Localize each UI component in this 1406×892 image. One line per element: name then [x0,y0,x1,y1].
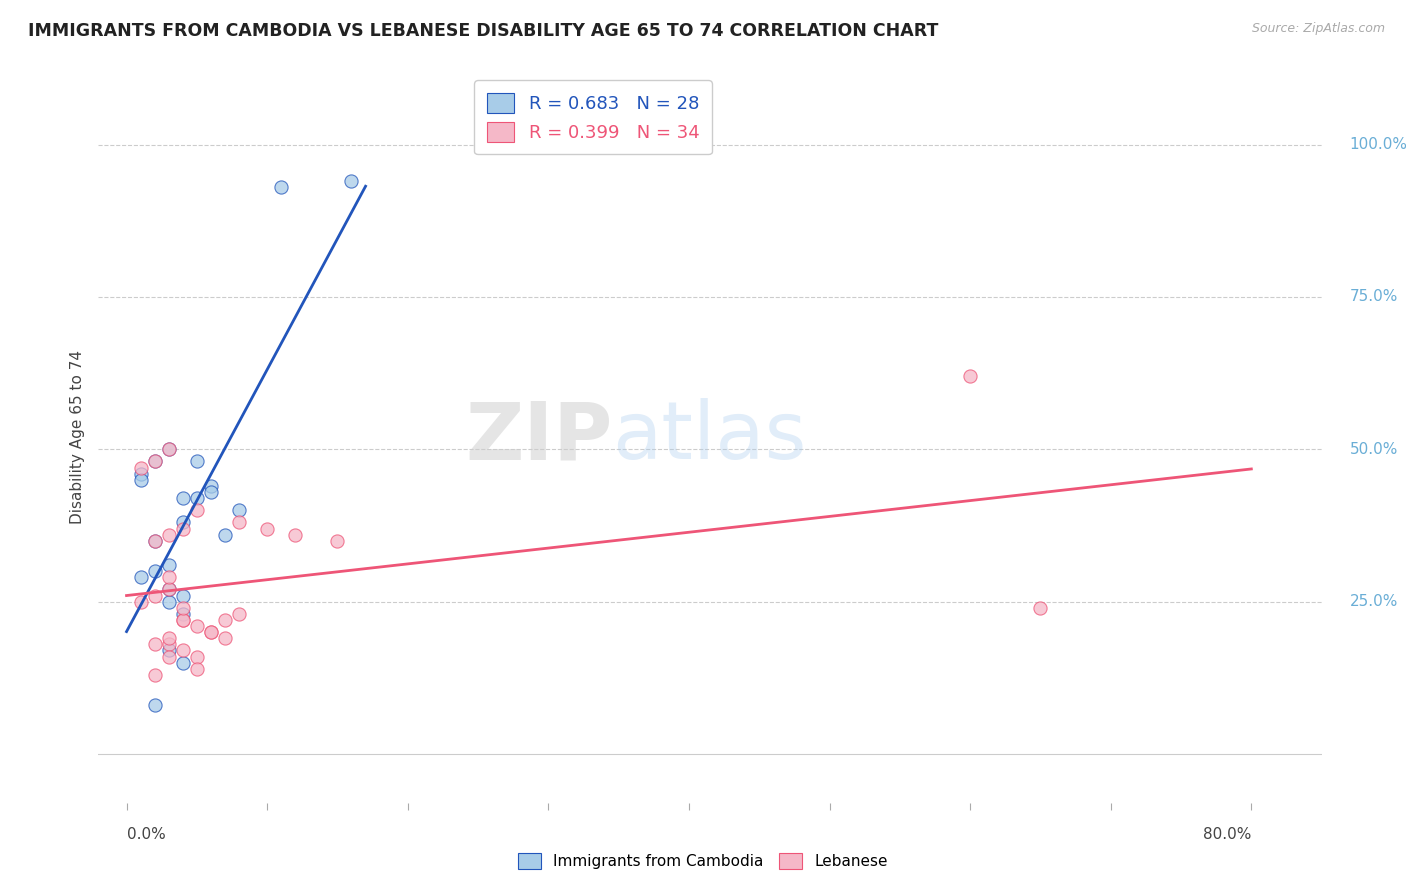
Point [186,503,208,517]
Point [143,533,166,548]
Point [143,667,166,681]
Y-axis label: Disability Age 65 to 74: Disability Age 65 to 74 [70,350,86,524]
Point [172,491,194,505]
Point [143,698,166,713]
Point [143,589,166,603]
Point [200,479,222,493]
Point [157,570,180,584]
Text: Source: ZipAtlas.com: Source: ZipAtlas.com [1251,22,1385,36]
Point [143,454,166,468]
Point [143,637,166,651]
Text: 50.0%: 50.0% [1350,442,1398,457]
Point [157,632,180,646]
Point [200,625,222,640]
Point [157,637,180,651]
Point [157,582,180,597]
Point [172,607,194,621]
Text: 100.0%: 100.0% [1350,137,1406,152]
Point [959,369,981,384]
Point [200,485,222,500]
Point [129,594,152,608]
Point [186,649,208,664]
Point [172,521,194,535]
Point [172,516,194,530]
Point [143,454,166,468]
Point [256,521,278,535]
Point [143,533,166,548]
Point [172,613,194,627]
Point [157,527,180,541]
Point [186,662,208,676]
Point [214,632,236,646]
Point [157,558,180,573]
Text: IMMIGRANTS FROM CAMBODIA VS LEBANESE DISABILITY AGE 65 TO 74 CORRELATION CHART: IMMIGRANTS FROM CAMBODIA VS LEBANESE DIS… [28,22,938,40]
Point [200,625,222,640]
Point [129,570,152,584]
Point [326,533,349,548]
Text: 25.0%: 25.0% [1350,594,1398,609]
Point [157,442,180,457]
Point [214,527,236,541]
Point [172,613,194,627]
Point [143,564,166,578]
Point [157,649,180,664]
Point [284,527,307,541]
Point [228,607,250,621]
Point [186,619,208,633]
Point [270,180,292,194]
Text: 75.0%: 75.0% [1350,289,1398,304]
Point [214,613,236,627]
Point [129,460,152,475]
Text: ZIP: ZIP [465,398,612,476]
Legend: Immigrants from Cambodia, Lebanese: Immigrants from Cambodia, Lebanese [512,847,894,875]
Point [186,491,208,505]
Point [157,643,180,657]
Text: 80.0%: 80.0% [1204,827,1251,842]
Point [172,656,194,670]
Point [129,473,152,487]
Text: atlas: atlas [612,398,807,476]
Point [1029,600,1052,615]
Point [157,594,180,608]
Point [228,516,250,530]
Point [172,589,194,603]
Point [129,467,152,481]
Point [172,643,194,657]
Text: 0.0%: 0.0% [127,827,166,842]
Point [157,442,180,457]
Point [186,454,208,468]
Point [172,600,194,615]
Point [157,582,180,597]
Legend: R = 0.683   N = 28, R = 0.399   N = 34: R = 0.683 N = 28, R = 0.399 N = 34 [474,80,711,154]
Point [228,503,250,517]
Point [340,174,363,188]
